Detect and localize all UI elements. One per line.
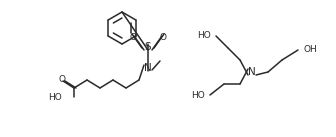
Text: N: N (144, 63, 152, 73)
Text: O: O (58, 75, 66, 83)
Text: OH: OH (303, 45, 317, 55)
Text: S: S (145, 42, 151, 52)
Text: N: N (248, 67, 256, 77)
Text: O: O (160, 34, 167, 42)
Text: HO: HO (191, 91, 205, 99)
Text: HO: HO (48, 92, 62, 102)
Text: HO: HO (197, 32, 211, 41)
Text: O: O (129, 34, 136, 42)
